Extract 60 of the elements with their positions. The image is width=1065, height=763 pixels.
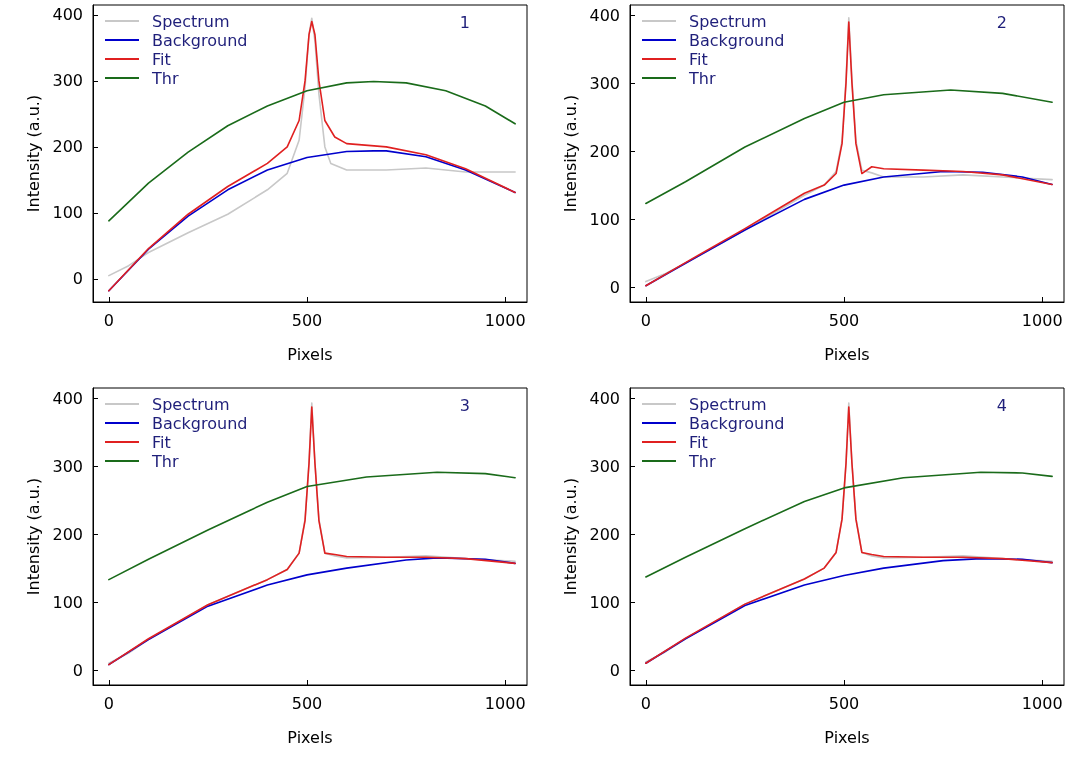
y-tick-label: 100 [589, 209, 620, 229]
x-tick-label: 500 [828, 693, 860, 713]
x-axis-title: Pixels [824, 727, 870, 747]
y-tick-label: 100 [52, 592, 83, 612]
y-tick-label: 400 [52, 388, 83, 408]
y-tick-label: 200 [589, 141, 620, 161]
y-tick-label: 300 [589, 456, 620, 476]
y-tick-label: 400 [52, 5, 83, 25]
legend-label: Background [689, 30, 785, 50]
legend-label: Spectrum [689, 11, 767, 31]
x-axis-title: Pixels [287, 344, 333, 364]
x-tick-label: 0 [640, 310, 651, 330]
x-tick-label: 1000 [484, 693, 526, 713]
y-tick-label: 0 [609, 277, 620, 297]
x-tick-label: 1000 [484, 310, 526, 330]
y-tick-label: 100 [52, 203, 83, 223]
y-tick-label: 200 [589, 524, 620, 544]
y-axis-title: Intensity (a.u.) [561, 477, 581, 596]
y-tick-label: 0 [609, 660, 620, 680]
legend-label: Thr [688, 68, 716, 88]
y-tick-label: 100 [589, 592, 620, 612]
x-axis-title: Pixels [824, 344, 870, 364]
y-axis-title: Intensity (a.u.) [24, 477, 44, 596]
x-tick-label: 0 [103, 693, 114, 713]
legend-label: Thr [151, 68, 179, 88]
annotation: 2 [996, 12, 1008, 32]
y-tick-label: 400 [589, 5, 620, 25]
legend-label: Spectrum [689, 394, 767, 414]
y-tick-label: 200 [52, 137, 83, 157]
legend-label: Spectrum [152, 394, 230, 414]
annotation: 3 [459, 395, 471, 415]
legend-label: Fit [689, 49, 708, 69]
annotation: 1 [459, 12, 471, 32]
x-tick-label: 0 [103, 310, 114, 330]
x-tick-label: 500 [291, 310, 323, 330]
y-tick-label: 300 [52, 71, 83, 91]
y-tick-label: 300 [589, 73, 620, 93]
y-tick-label: 0 [72, 660, 83, 680]
legend-label: Fit [689, 432, 708, 452]
legend-label: Spectrum [152, 11, 230, 31]
annotation: 4 [996, 395, 1008, 415]
x-tick-label: 500 [828, 310, 860, 330]
legend-label: Background [152, 30, 248, 50]
legend-label: Thr [688, 451, 716, 471]
x-tick-label: 0 [640, 693, 651, 713]
legend-label: Fit [152, 49, 171, 69]
y-axis-title: Intensity (a.u.) [24, 94, 44, 213]
y-tick-label: 300 [52, 456, 83, 476]
x-tick-label: 500 [291, 693, 323, 713]
x-tick-label: 1000 [1021, 693, 1063, 713]
y-axis-title: Intensity (a.u.) [561, 94, 581, 213]
y-tick-label: 200 [52, 524, 83, 544]
legend-label: Thr [151, 451, 179, 471]
legend-label: Background [689, 413, 785, 433]
legend-label: Fit [152, 432, 171, 452]
y-tick-label: 400 [589, 388, 620, 408]
y-tick-label: 0 [72, 269, 83, 289]
x-axis-title: Pixels [287, 727, 333, 747]
x-tick-label: 1000 [1021, 310, 1063, 330]
legend-label: Background [152, 413, 248, 433]
